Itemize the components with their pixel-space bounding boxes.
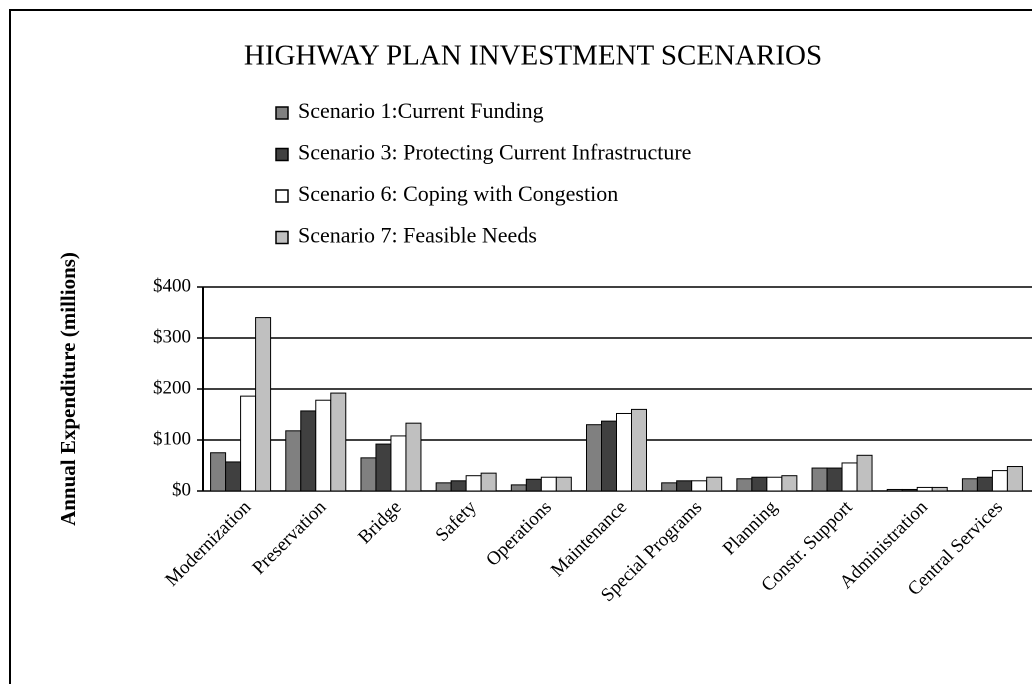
bar	[886, 488, 903, 492]
bar	[555, 476, 572, 492]
x-tick-label: Modernization	[161, 496, 255, 590]
y-tick-label: $0	[172, 479, 191, 500]
bar	[736, 478, 753, 492]
bar	[976, 476, 993, 492]
bar	[285, 430, 302, 492]
bar	[631, 408, 647, 492]
bar	[480, 472, 497, 492]
bar	[781, 475, 798, 492]
bar	[225, 461, 242, 492]
bar	[465, 475, 482, 492]
bar	[991, 470, 1008, 492]
bar	[661, 482, 678, 492]
bar	[240, 395, 257, 492]
bar	[315, 399, 332, 492]
bar	[691, 480, 708, 492]
y-tick-label: $100	[153, 428, 191, 449]
bar	[435, 482, 452, 492]
legend-swatch	[275, 147, 289, 162]
bar	[1006, 466, 1023, 492]
y-axis-label: Annual Expenditure (millions)	[56, 252, 80, 526]
bar	[901, 488, 918, 492]
bar	[601, 420, 617, 492]
bar	[751, 476, 768, 492]
y-tick-label: $400	[153, 275, 191, 296]
x-tick-label: Bridge	[354, 497, 405, 548]
frame	[9, 9, 1032, 684]
bar	[676, 480, 693, 492]
legend-label: Scenario 1:Current Funding	[298, 98, 544, 123]
bar	[330, 392, 347, 492]
bar	[510, 484, 527, 492]
bar	[811, 467, 828, 492]
bar	[450, 480, 467, 492]
bar	[390, 435, 407, 492]
legend-swatch	[275, 230, 289, 245]
y-tick-label: $200	[153, 377, 191, 398]
bar	[616, 412, 632, 492]
bar	[856, 454, 873, 492]
x-tick-label: Safety	[432, 496, 482, 546]
bar	[360, 457, 377, 492]
x-tick-label: Operations	[482, 497, 556, 571]
bar	[300, 410, 317, 492]
bar	[706, 476, 723, 492]
bar	[826, 467, 843, 492]
bar	[525, 478, 542, 492]
legend-swatch	[275, 106, 289, 120]
x-tick-label: Preservation	[248, 496, 330, 578]
bar	[961, 478, 978, 492]
bar	[916, 486, 933, 492]
bar	[255, 317, 272, 492]
bar	[375, 443, 392, 492]
bar	[405, 422, 422, 492]
bar	[586, 424, 602, 492]
bar	[540, 476, 557, 492]
legend-swatch	[275, 189, 289, 203]
bar	[841, 462, 858, 492]
legend-label: Scenario 6: Coping with Congestion	[298, 181, 618, 206]
x-tick-label: Planning	[719, 496, 782, 559]
legend-label: Scenario 3: Protecting Current Infrastru…	[298, 140, 691, 165]
bar	[766, 476, 783, 492]
legend-label: Scenario 7: Feasible Needs	[298, 223, 537, 248]
chart-title: HIGHWAY PLAN INVESTMENT SCENARIOS	[244, 40, 822, 72]
y-tick-label: $300	[153, 326, 191, 347]
bar	[210, 452, 227, 492]
bar	[931, 486, 948, 492]
